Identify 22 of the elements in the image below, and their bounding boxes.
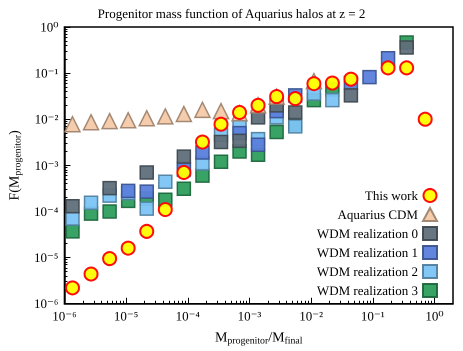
x-tick-label: 10⁻³ xyxy=(238,308,262,324)
y-tick-label: 10⁻⁴ xyxy=(34,204,59,219)
x-tick-label: 10⁰ xyxy=(425,308,444,324)
chart-title: Progenitor mass function of Aquarius halos at z = 2 xyxy=(98,6,366,21)
y-tick-label: 10⁻⁵ xyxy=(34,250,58,266)
x-tick-label: 10⁻² xyxy=(299,308,324,324)
y-tick-label: 10⁻³ xyxy=(34,158,59,173)
y-tick-label: 10⁻⁶ xyxy=(34,296,58,312)
legend-label: WDM realization 0 xyxy=(316,226,418,241)
legend-label: WDM realization 3 xyxy=(316,283,418,298)
y-axis-title: F(Mprogenitor) xyxy=(8,130,24,201)
x-tick-label: 10⁻⁶ xyxy=(52,308,77,324)
legend-label: WDM realization 1 xyxy=(316,245,418,260)
legend-label: Aquarius CDM xyxy=(337,207,418,222)
x-tick-label: 10⁻⁵ xyxy=(114,308,138,324)
legend-label: This work xyxy=(364,188,418,203)
y-tick-label: 10⁻² xyxy=(34,112,59,127)
x-tick-label: 10⁻⁴ xyxy=(176,308,200,324)
y-tick-label: 10⁰ xyxy=(40,20,58,34)
y-tick-label: 10⁻¹ xyxy=(34,66,59,81)
legend-label: WDM realization 2 xyxy=(316,264,418,279)
x-tick-label: 10⁻¹ xyxy=(360,308,385,324)
